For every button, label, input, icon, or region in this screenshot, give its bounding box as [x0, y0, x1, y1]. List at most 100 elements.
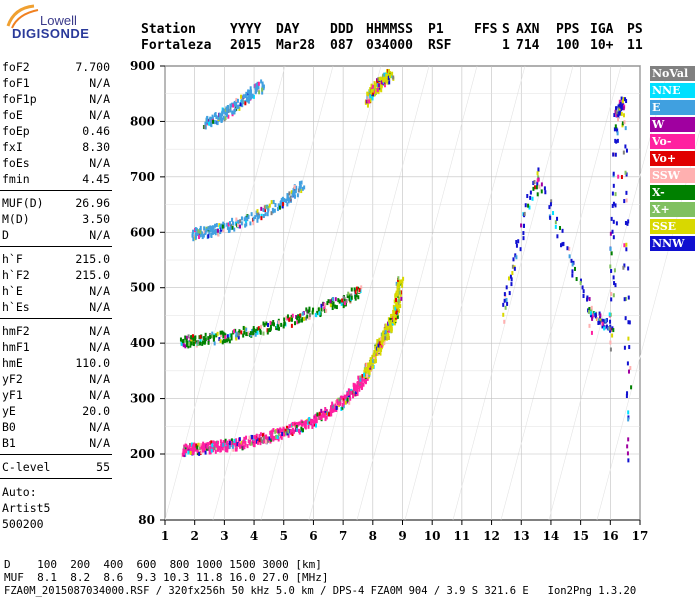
trace-point: [288, 424, 291, 429]
trace-point: [274, 203, 277, 208]
trace-point: [298, 318, 301, 323]
trace-point: [216, 228, 219, 233]
trace-point: [287, 433, 290, 438]
trace-point: [331, 401, 334, 406]
trace-point: [630, 385, 633, 390]
trace-point: [197, 339, 200, 344]
trace-point: [315, 313, 318, 318]
trace-point: [236, 98, 239, 103]
muf-row: MUF 8.1 8.2 8.6 9.3 10.3 11.8 16.0 27.0 …: [4, 571, 329, 584]
trace-point: [366, 376, 369, 381]
trace-point: [229, 333, 232, 338]
trace-point: [282, 426, 285, 431]
trace-point: [195, 447, 198, 452]
trace-point: [284, 428, 287, 433]
y-tick-label: 600: [130, 225, 155, 239]
x-tick-label: 16: [602, 529, 619, 543]
trace-point: [266, 212, 269, 217]
trace-point: [257, 215, 260, 220]
trace-point: [383, 78, 386, 83]
scatter-point: [504, 305, 507, 310]
trace-point: [344, 400, 347, 405]
trace-point: [332, 297, 335, 302]
param-label: fmin: [2, 172, 30, 186]
trace-point: [194, 232, 197, 237]
trace-point: [249, 438, 252, 443]
trace-point: [613, 268, 616, 273]
trace-point: [235, 438, 238, 443]
trace-point: [267, 208, 270, 213]
trace-point: [372, 88, 375, 93]
trace-point: [194, 227, 197, 232]
trace-point: [283, 198, 286, 203]
trace-point: [203, 443, 206, 448]
trace-point: [378, 337, 381, 342]
trace-point: [183, 450, 186, 455]
param-label: hmE: [2, 356, 23, 370]
trace-point: [622, 150, 625, 155]
trace-point: [617, 104, 620, 109]
trace-point: [318, 416, 321, 421]
param-row: hmF2 N/A: [2, 324, 110, 339]
trace-point: [522, 236, 525, 241]
trace-point: [258, 434, 261, 439]
trace-point: [214, 112, 217, 117]
trace-point: [308, 306, 311, 311]
trace-point: [264, 435, 267, 440]
trace-point: [323, 306, 326, 311]
x-tick-label: 7: [339, 529, 347, 543]
trace-point: [226, 334, 229, 339]
x-tick-label: 2: [191, 529, 199, 543]
trace-point: [402, 276, 405, 281]
trace-point: [326, 409, 329, 414]
y-tick-label: 80: [138, 513, 155, 527]
param-label: h`F: [2, 252, 23, 266]
trace-point: [248, 89, 251, 94]
trace-point: [368, 371, 371, 376]
trace-point: [267, 328, 270, 333]
trace-point: [310, 418, 313, 423]
param-value: 110.0: [75, 356, 110, 370]
trace-point: [334, 304, 337, 309]
trace-point: [257, 326, 260, 331]
trace-point: [214, 442, 217, 447]
param-row: foF1 N/A: [2, 76, 110, 91]
trace-point: [229, 108, 232, 113]
trace-point: [339, 397, 342, 402]
trace-point: [348, 400, 351, 405]
trace-point: [227, 222, 230, 227]
trace-point: [286, 202, 289, 207]
trace-point: [188, 341, 191, 346]
trace-point: [347, 388, 350, 393]
trace-point: [391, 313, 394, 318]
trace-point: [627, 369, 630, 374]
trace-point: [627, 320, 630, 325]
trace-point: [373, 357, 376, 362]
trace-point: [222, 115, 225, 120]
trace-point: [592, 313, 595, 318]
trace-point: [265, 321, 268, 326]
trace-point: [181, 339, 184, 344]
trace-point: [258, 90, 261, 95]
trace-point: [269, 320, 272, 325]
trace-point: [256, 330, 259, 335]
trace-point: [261, 81, 264, 86]
trace-point: [330, 405, 333, 410]
param-row: fxI 8.30: [2, 140, 110, 155]
trace-point: [184, 443, 187, 448]
trace-point: [296, 422, 299, 427]
trace-point: [252, 221, 255, 226]
trace-point: [217, 115, 220, 120]
trace-point: [252, 438, 255, 443]
trace-point: [231, 225, 234, 230]
trace-point: [271, 429, 274, 434]
trace-point: [264, 207, 267, 212]
trace-point: [220, 223, 223, 228]
trace-point: [571, 262, 574, 267]
trace-point: [256, 440, 259, 445]
trace-point: [337, 397, 340, 402]
trace-point: [613, 281, 616, 286]
trace-point: [237, 219, 240, 224]
trace-point: [533, 185, 536, 190]
trace-point: [294, 321, 297, 326]
